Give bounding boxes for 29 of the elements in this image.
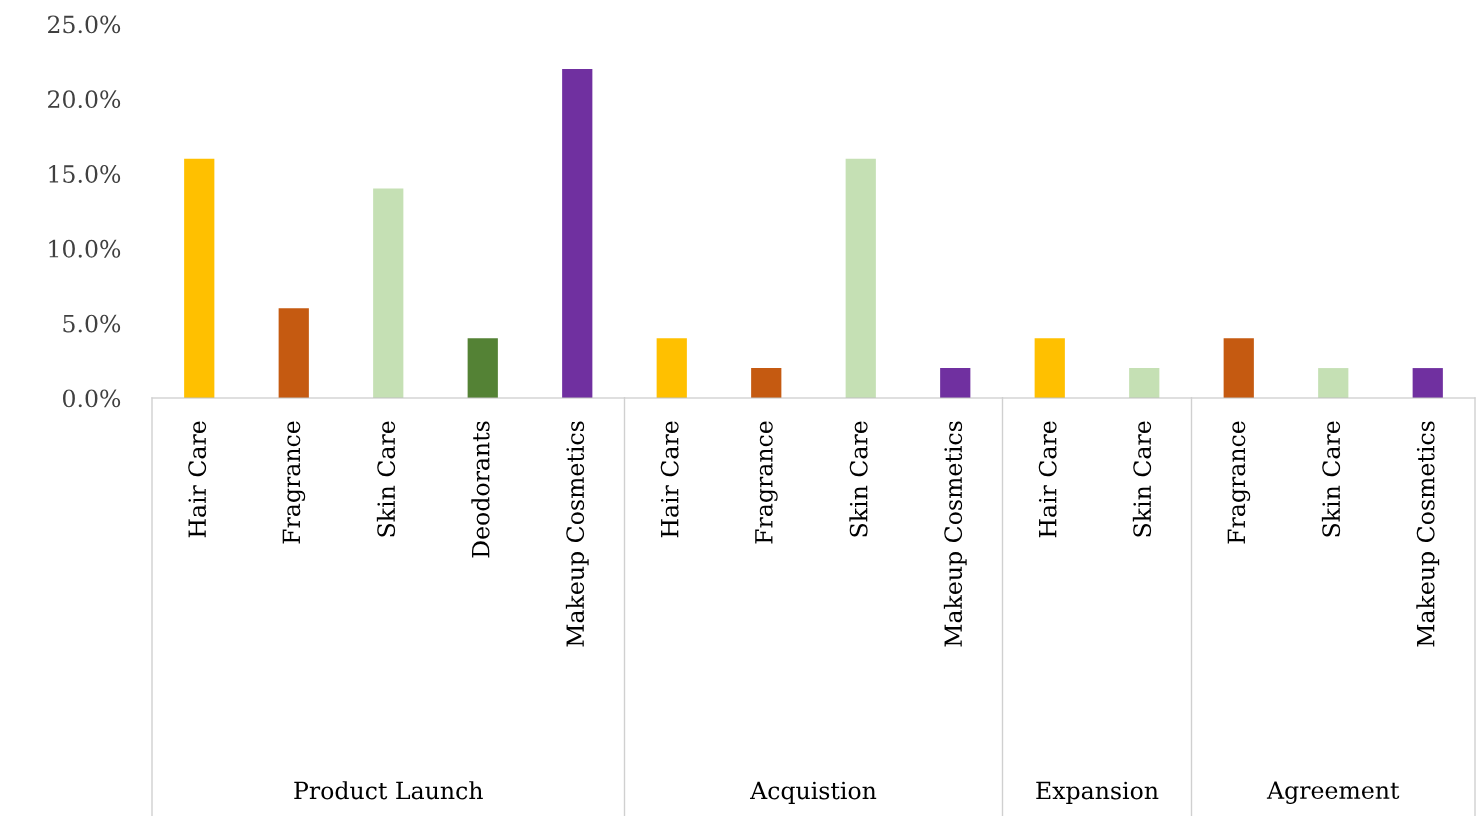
x-tick-label: Fragrance xyxy=(1227,421,1251,544)
y-tick-label: 0.0% xyxy=(63,389,121,408)
x-tick-label: Hair Care xyxy=(1038,421,1057,538)
bar xyxy=(184,158,215,398)
x-tick-label: Deodorants xyxy=(471,421,490,558)
x-tick-label: Skin Care xyxy=(1132,421,1152,537)
bar xyxy=(278,308,309,398)
x-tick-label: Makeup Cosmetics xyxy=(943,421,967,647)
x-tick-label: Fragrance xyxy=(755,421,778,544)
bar xyxy=(373,188,404,398)
x-axis-title: Agreement xyxy=(1266,781,1400,804)
bar xyxy=(467,338,498,398)
x-axis-title: Acquistion xyxy=(750,781,877,804)
y-tick-label: 10.0% xyxy=(49,239,121,258)
x-tick-label: Makeup Cosmetics xyxy=(1416,421,1440,647)
bar xyxy=(562,68,593,398)
y-tick-label: 5.0% xyxy=(63,314,121,333)
y-tick-label: 25.0% xyxy=(48,15,121,34)
x-tick-label: Makeup Cosmetics xyxy=(565,421,589,647)
y-tick-label: 20.0% xyxy=(48,90,121,109)
x-tick-label: Hair Care xyxy=(188,421,207,538)
x-axis-title: Product Launch xyxy=(294,781,483,800)
x-tick-label: Hair Care xyxy=(660,421,679,538)
x-tick-label: Skin Care xyxy=(376,421,396,537)
x-tick-label: Skin Care xyxy=(1321,421,1341,537)
x-tick-label: Skin Care xyxy=(849,421,868,537)
x-axis-title: Expansion xyxy=(1036,781,1159,804)
y-tick-label: 15.0% xyxy=(49,165,121,183)
x-tick-label: Fragrance xyxy=(282,421,306,544)
